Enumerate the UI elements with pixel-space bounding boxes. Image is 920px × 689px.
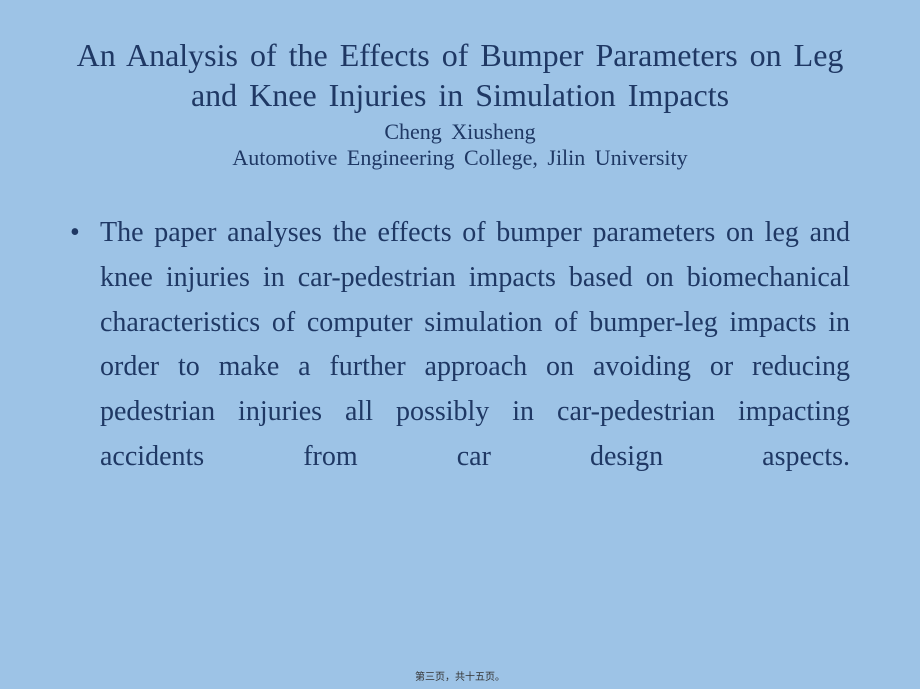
bullet-glyph: • [70,211,100,256]
slide-author: Cheng Xiusheng [60,119,860,145]
slide-affiliation: Automotive Engineering College, Jilin Un… [60,145,860,171]
bullet-item: • The paper analyses the effects of bump… [70,211,850,480]
body-paragraph: The paper analyses the effects of bumper… [100,211,850,480]
body-area: • The paper analyses the effects of bump… [60,211,860,480]
page-footer: 第三页，共十五页。 [0,668,920,683]
title-block: An Analysis of the Effects of Bumper Par… [60,35,860,171]
slide-title: An Analysis of the Effects of Bumper Par… [60,35,860,115]
